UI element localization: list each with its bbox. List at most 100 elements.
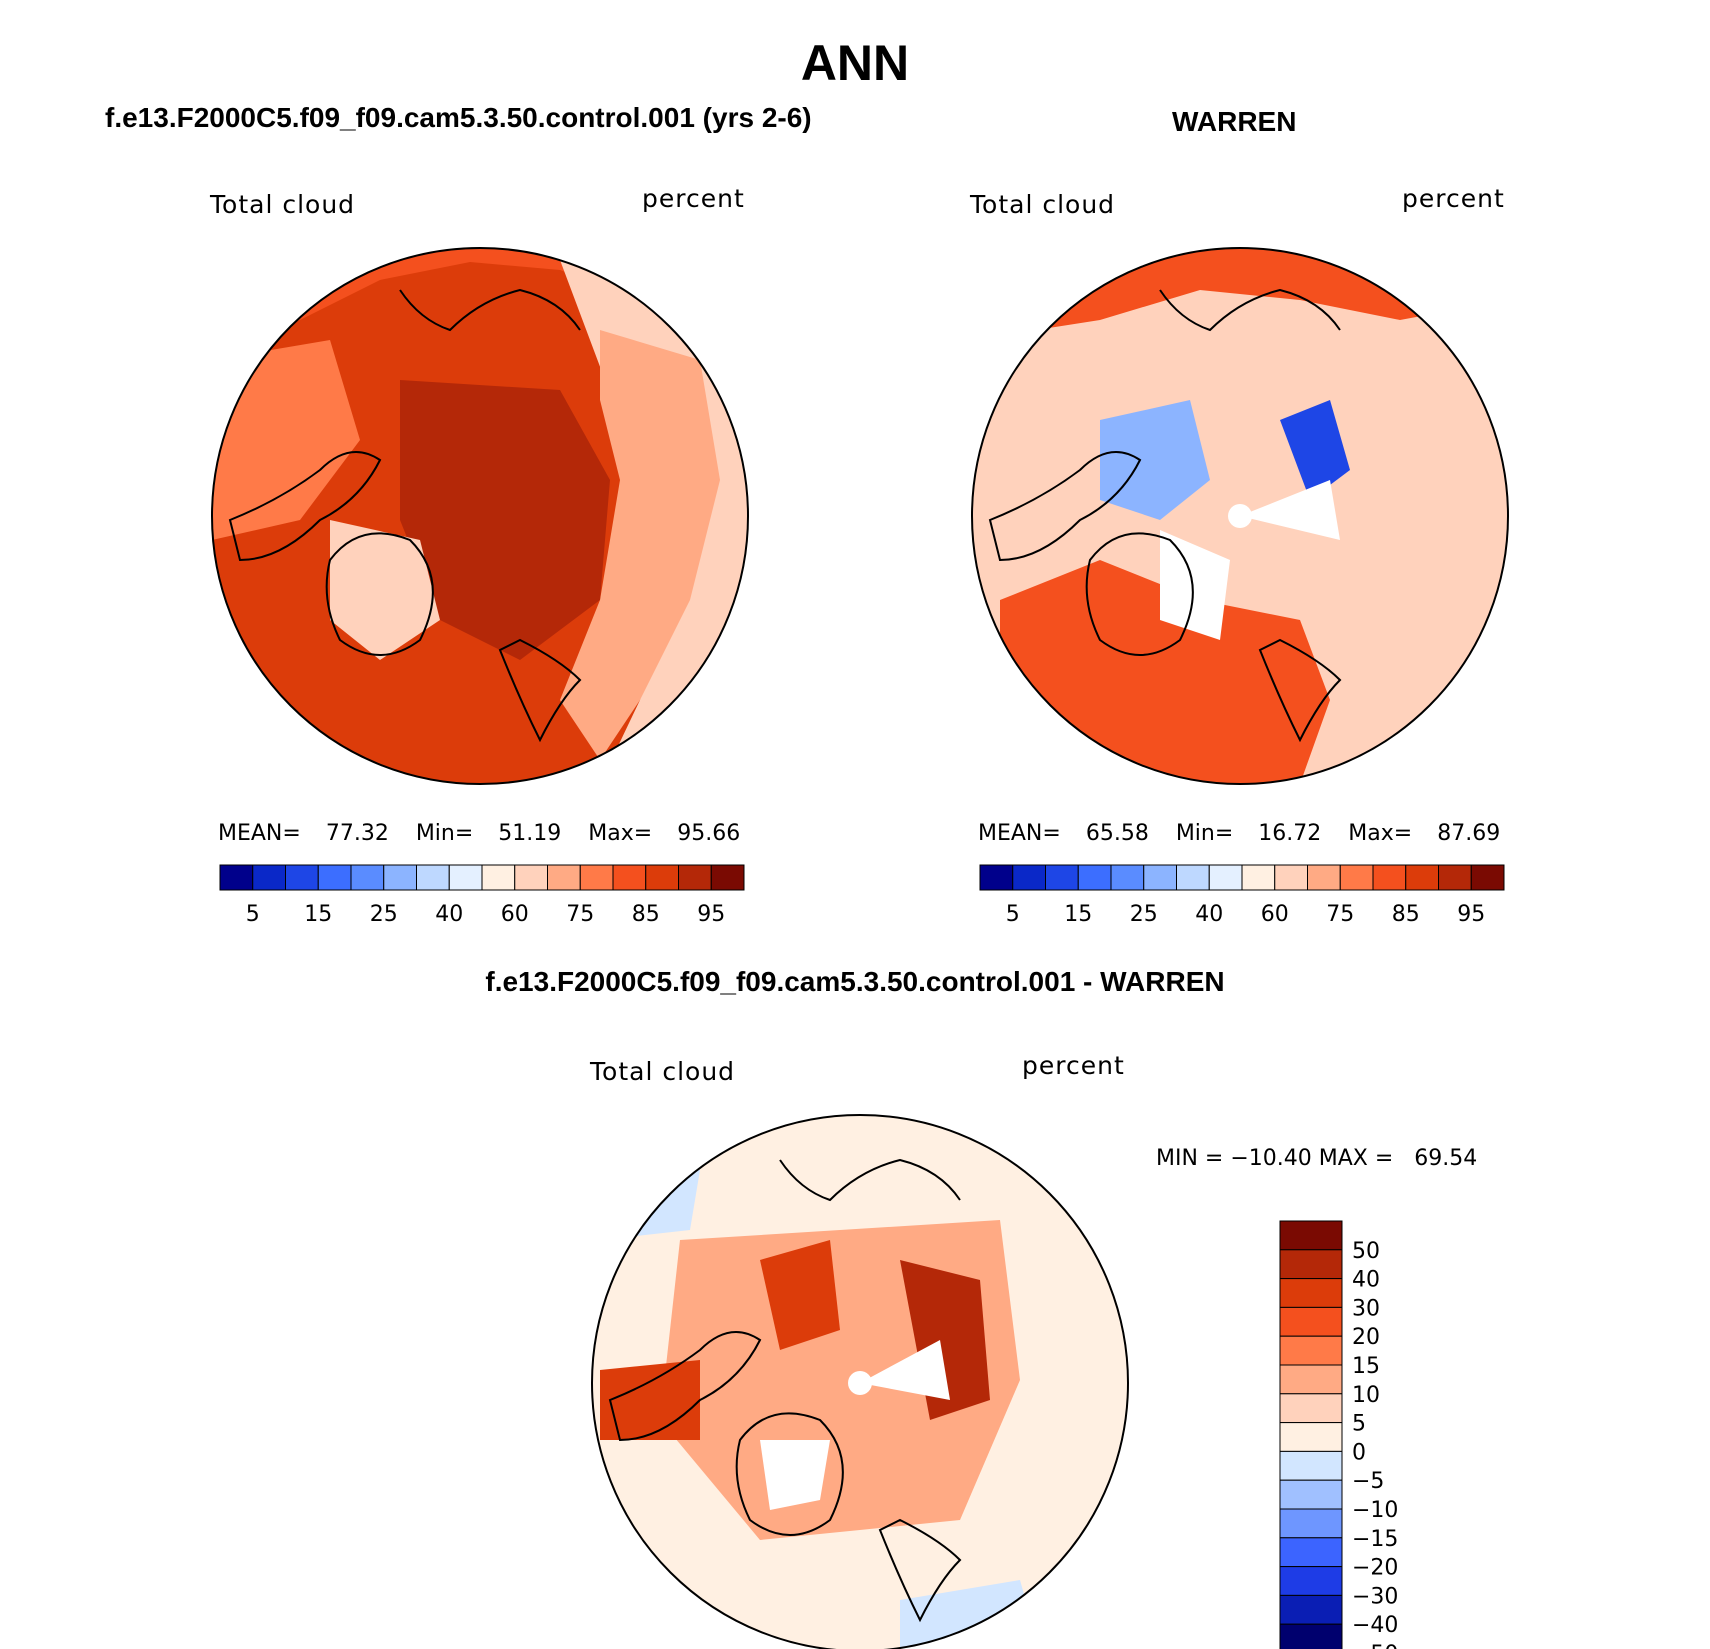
- figure-title: ANN: [800, 35, 910, 91]
- obs-colorbar-tick-label: 85: [1392, 902, 1420, 927]
- obs-field-pole-missing: [1240, 480, 1340, 540]
- diff-field-alaska: [600, 1360, 700, 1440]
- diff-canada-coast: [608, 1331, 762, 1442]
- diff-colorbar-tick-label: −30: [1352, 1584, 1398, 1609]
- diff-colorbar-box: [1279, 1422, 1343, 1452]
- model-colorbar-box: [678, 864, 712, 891]
- model-colorbar-box: [579, 864, 614, 891]
- model-field-canada: [212, 340, 360, 540]
- diff-stats: MIN = −10.40 MAX = 69.54: [1156, 1146, 1478, 1171]
- diff-field-pole-missing: [860, 1340, 950, 1400]
- model-mean-label: MEAN=: [218, 821, 301, 846]
- diff-colorbar-tick-label: −40: [1352, 1613, 1398, 1638]
- obs-units-label: percent: [1402, 184, 1505, 213]
- model-colorbar-box: [645, 864, 679, 891]
- diff-colorbar-box: [1279, 1508, 1343, 1539]
- obs-colorbar-box: [1372, 864, 1407, 891]
- obs-colorbar-box: [1405, 864, 1439, 891]
- diff-units-label: percent: [1022, 1051, 1125, 1080]
- model-field-arctic-max: [400, 380, 610, 660]
- obs-colorbar-box: [1176, 864, 1210, 891]
- obs-colorbar-box: [1143, 864, 1177, 891]
- model-asia-coast: [399, 288, 581, 332]
- diff-field-greenland-missing: [760, 1440, 830, 1510]
- model-colorbar-box: [416, 864, 450, 891]
- obs-colorbar-box: [979, 864, 1014, 891]
- obs-colorbar-tick-label: 15: [1064, 902, 1092, 927]
- model-colorbar-tick-label: 75: [566, 902, 594, 927]
- diff-colorbar-tick-label: 5: [1352, 1412, 1366, 1437]
- model-min-label: Min=: [415, 821, 474, 846]
- diff-greenland-coast: [735, 1412, 844, 1536]
- obs-map-border: [971, 247, 1509, 785]
- model-colorbar-tick-label: 5: [246, 902, 260, 927]
- obs-colorbar-tick-label: 75: [1326, 902, 1354, 927]
- diff-field-canada-max: [760, 1240, 840, 1350]
- model-panel-title: f.e13.F2000C5.f09_f09.cam5.3.50.control.…: [105, 102, 812, 133]
- diff-variable-label: Total cloud: [590, 1057, 736, 1086]
- model-canada-coast: [228, 451, 382, 562]
- model-colorbar-box: [252, 864, 286, 891]
- diff-colorbar-tick-label: 10: [1352, 1383, 1380, 1408]
- model-colorbar: 5 15 25 40 60 75 85 95: [219, 864, 745, 927]
- diff-colorbar-box: [1279, 1249, 1343, 1280]
- model-min-value: 51.19: [498, 821, 562, 846]
- diff-scandinavia-coast: [878, 1518, 962, 1623]
- diff-panel-title: f.e13.F2000C5.f09_f09.cam5.3.50.control.…: [485, 966, 1225, 997]
- obs-colorbar-box: [1307, 864, 1341, 891]
- obs-colorbar-box: [1077, 864, 1112, 891]
- diff-pole-missing: [848, 1371, 872, 1395]
- obs-field-canada-low: [1100, 400, 1210, 520]
- obs-colorbar-tick-label: 25: [1130, 902, 1158, 927]
- model-colorbar-box: [448, 864, 483, 891]
- diff-colorbar-box: [1279, 1220, 1343, 1251]
- obs-scandinavia-coast: [1258, 638, 1342, 743]
- diff-asia-coast: [779, 1158, 961, 1202]
- obs-max-value: 87.69: [1437, 821, 1501, 846]
- obs-field-greenland-missing: [1160, 530, 1230, 640]
- model-map-border: [211, 247, 749, 785]
- model-colorbar-tick-label: 95: [697, 902, 725, 927]
- model-units-label: percent: [642, 184, 745, 213]
- diff-map: [591, 1114, 1129, 1649]
- model-colorbar-tick-label: 25: [370, 902, 398, 927]
- obs-mean-value: 65.58: [1085, 821, 1149, 846]
- obs-colorbar-box: [1012, 864, 1046, 891]
- diff-colorbar-tick-label: −10: [1352, 1498, 1398, 1523]
- obs-map: [971, 247, 1509, 785]
- obs-colorbar-tick-label: 95: [1457, 902, 1485, 927]
- diff-colorbar-box: [1279, 1594, 1343, 1625]
- diff-colorbar-box: [1279, 1566, 1343, 1596]
- obs-field-siberia-low: [1280, 400, 1350, 500]
- obs-stats: MEAN= 65.58 Min= 16.72 Max= 87.69: [978, 821, 1500, 846]
- model-mean-value: 77.32: [325, 821, 389, 846]
- model-field-greenland: [330, 520, 440, 660]
- diff-colorbar-box: [1279, 1393, 1343, 1424]
- model-field-siberia: [560, 330, 720, 760]
- model-colorbar-tick-label: 85: [632, 902, 660, 927]
- model-map: [211, 247, 749, 785]
- obs-colorbar-box: [1208, 864, 1243, 891]
- model-colorbar-box: [285, 864, 319, 891]
- model-stats: MEAN= 77.32 Min= 51.19 Max= 95.66: [218, 821, 740, 846]
- model-greenland-coast: [325, 532, 434, 656]
- model-colorbar-box: [514, 864, 548, 891]
- obs-pole-missing: [1228, 504, 1252, 528]
- diff-colorbar-tick-label: −50: [1352, 1642, 1398, 1649]
- diff-colorbar-box: [1279, 1335, 1343, 1366]
- obs-colorbar-box: [1110, 864, 1145, 891]
- obs-colorbar-box: [1241, 864, 1276, 891]
- model-max-label: Max=: [588, 821, 653, 846]
- model-colorbar-tick-label: 40: [435, 902, 463, 927]
- diff-colorbar-box: [1279, 1364, 1343, 1395]
- model-colorbar-tick-label: 60: [501, 902, 529, 927]
- obs-colorbar-box: [1339, 864, 1374, 891]
- obs-coastlines: [988, 288, 1342, 743]
- obs-min-label: Min=: [1175, 821, 1234, 846]
- model-colorbar-box: [350, 864, 385, 891]
- diff-colorbar-tick-label: 20: [1352, 1325, 1380, 1350]
- diff-colorbar-tick-label: 40: [1352, 1268, 1380, 1293]
- model-variable-label: Total cloud: [210, 190, 356, 219]
- model-colorbar-box: [481, 864, 516, 891]
- model-colorbar-box: [383, 864, 417, 891]
